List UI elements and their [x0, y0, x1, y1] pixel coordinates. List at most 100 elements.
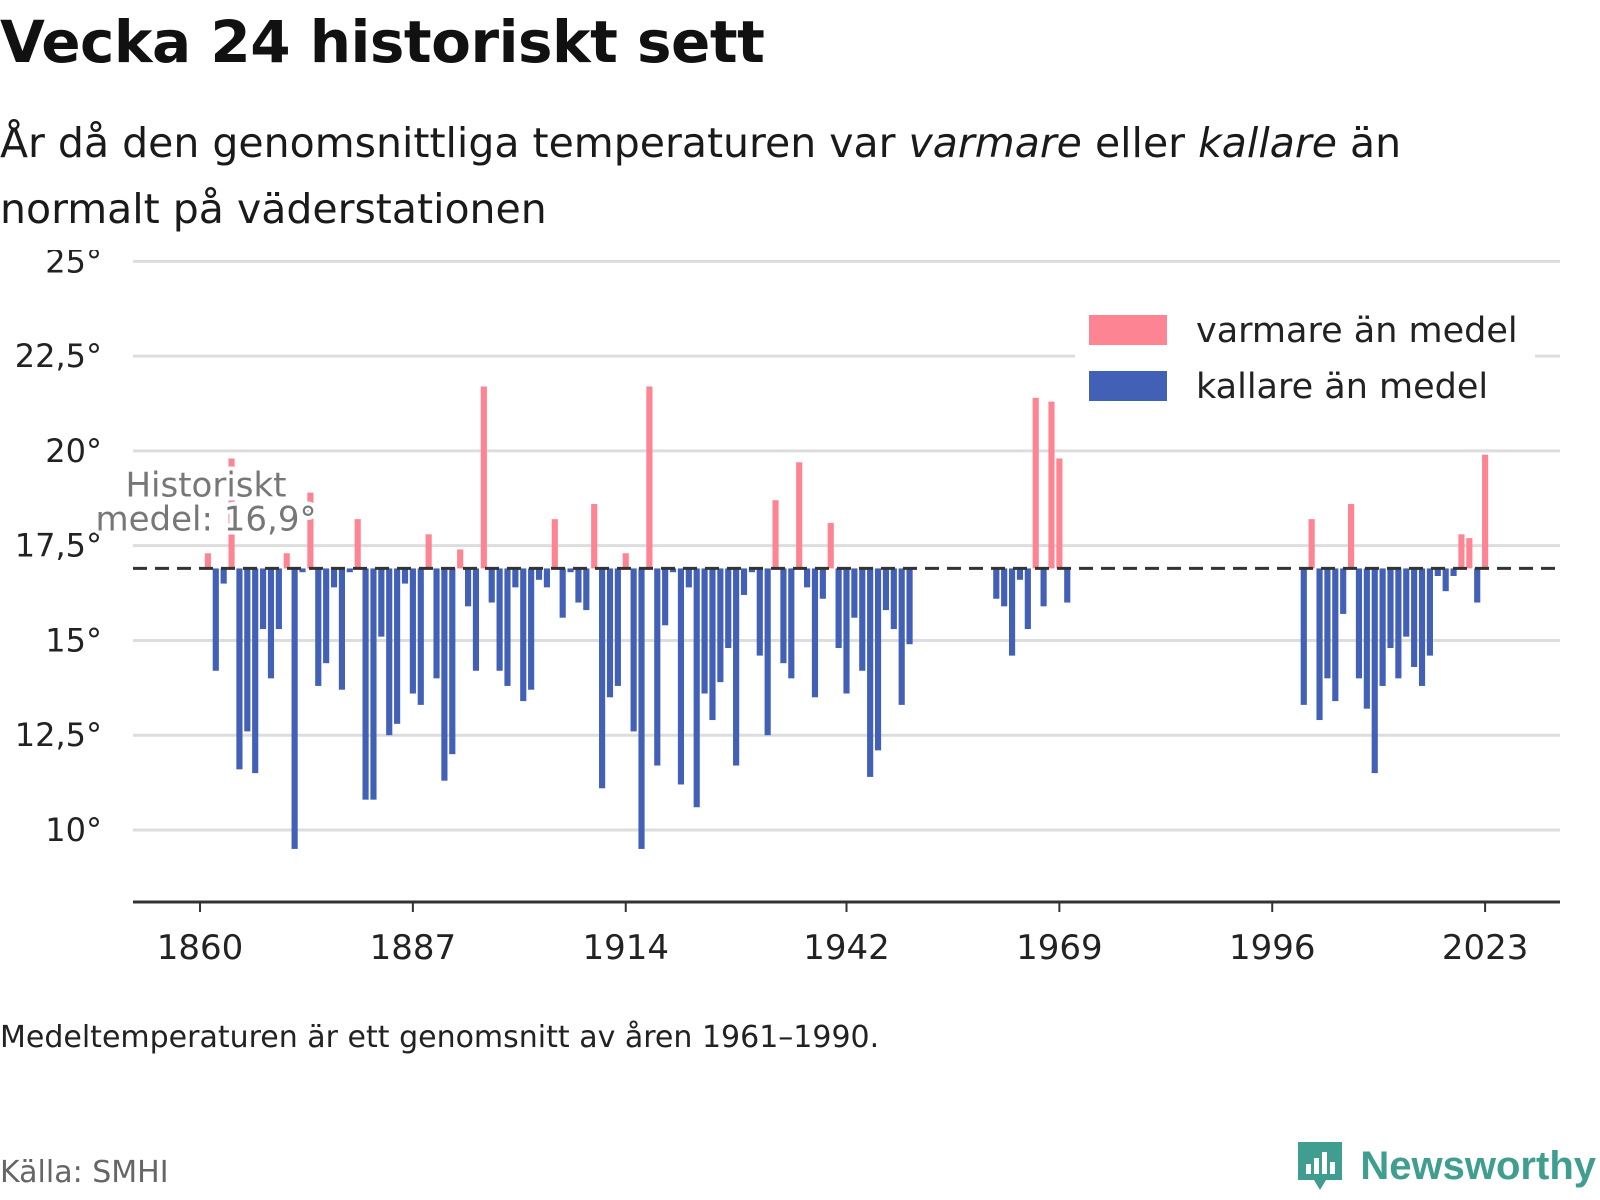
legend-label-warm: varmare än medel	[1196, 311, 1518, 351]
temperature-chart: 10°12,5°15°17,5°20°22,5°25°HistorisktHis…	[15, 250, 1560, 968]
bar-cold	[764, 568, 771, 736]
bar-cold	[693, 568, 700, 808]
bar-cold	[394, 568, 401, 724]
baseline-label: medel: 16,9°	[96, 500, 317, 540]
bar-cold	[504, 568, 511, 686]
bar-cold	[1371, 568, 1378, 774]
bar-cold	[299, 568, 306, 573]
bar-cold	[1426, 568, 1433, 656]
bar-cold	[788, 568, 795, 679]
bar-cold	[449, 568, 456, 755]
bar-cold	[606, 568, 614, 698]
bar-cold	[338, 568, 346, 690]
bar-cold	[1418, 568, 1426, 686]
bar-cold	[1064, 568, 1071, 603]
x-tick-label: 1942	[803, 928, 890, 968]
x-tick-label: 2023	[1442, 928, 1529, 968]
brand-name: Newsworthy	[1360, 1143, 1596, 1188]
bar-warm	[551, 519, 558, 569]
bar-cold	[488, 568, 495, 603]
bar-cold	[496, 568, 503, 671]
bar-cold	[220, 568, 227, 584]
bar-cold	[1403, 568, 1410, 637]
subtitle-warm-word: varmare	[908, 119, 1082, 167]
bar-cold	[559, 568, 566, 618]
bar-cold	[370, 568, 377, 800]
bar-cold	[409, 568, 416, 694]
bar-cold	[701, 568, 708, 694]
bar-cold	[535, 568, 543, 580]
bar-warm	[283, 553, 290, 569]
bar-cold	[330, 568, 338, 588]
x-tick-label: 1996	[1229, 928, 1316, 968]
bar-cold	[472, 568, 480, 671]
bar-cold	[993, 568, 1000, 599]
bar-cold	[662, 568, 669, 626]
bar-cold	[835, 568, 842, 649]
bar-cold	[867, 568, 874, 777]
bar-cold	[543, 568, 550, 588]
bar-cold	[811, 568, 819, 698]
bar-warm	[1482, 454, 1489, 569]
bar-cold	[252, 568, 259, 774]
bar-cold	[1001, 568, 1008, 607]
x-tick-label: 1887	[370, 928, 457, 968]
legend-swatch-cold	[1089, 371, 1167, 401]
bar-cold	[1008, 568, 1016, 656]
bar-cold	[346, 568, 353, 573]
legend-label-cold: kallare än medel	[1196, 367, 1488, 407]
x-tick-label: 1969	[1016, 928, 1103, 968]
bar-cold	[669, 568, 677, 573]
bar-warm	[646, 386, 653, 569]
bar-cold	[874, 568, 882, 751]
y-tick-label: 17,5°	[15, 527, 102, 565]
bar-warm	[1347, 503, 1355, 569]
bar-cold	[1040, 568, 1047, 607]
bar-cold	[528, 568, 535, 690]
legend-swatch-warm	[1089, 315, 1167, 345]
subtitle-part: eller	[1081, 119, 1199, 167]
bar-cold	[260, 568, 267, 630]
bar-cold	[1395, 568, 1402, 679]
bar-cold	[378, 568, 385, 637]
bar-cold	[780, 568, 787, 664]
bar-cold	[638, 568, 645, 849]
bar-cold	[756, 568, 763, 656]
bar-cold	[851, 568, 858, 618]
bar-cold	[1324, 568, 1331, 679]
bar-warm	[1048, 401, 1055, 569]
bar-warm	[425, 534, 432, 569]
bar-cold	[630, 568, 637, 732]
bar-cold	[859, 568, 866, 671]
subtitle-part: År då den genomsnittliga temperaturen va…	[0, 119, 909, 167]
page-title: Vecka 24 historiskt sett	[0, 8, 765, 76]
bar-warm	[354, 519, 361, 569]
bar-cold	[362, 568, 369, 800]
bar-warm	[204, 553, 211, 569]
bar-cold	[1316, 568, 1323, 721]
bar-cold	[1474, 568, 1481, 603]
bar-cold	[717, 568, 724, 683]
bar-warm	[1308, 519, 1315, 569]
bar-cold	[575, 568, 582, 603]
bar-cold	[654, 568, 661, 766]
x-tick-label: 1914	[582, 928, 669, 968]
footnote: Medeltemperaturen är ett genomsnitt av å…	[0, 1020, 880, 1055]
newsworthy-logo-icon	[1298, 1142, 1343, 1190]
bar-cold	[740, 568, 748, 595]
bar-warm	[480, 386, 487, 569]
bar-cold	[464, 568, 472, 607]
bar-cold	[267, 568, 275, 679]
bar-warm	[827, 522, 834, 569]
bar-cold	[677, 568, 685, 785]
y-tick-label: 25°	[45, 250, 102, 280]
brand-logo: Newsworthy	[1294, 1138, 1596, 1194]
y-tick-label: 12,5°	[15, 716, 102, 754]
bar-cold	[291, 568, 298, 849]
bar-cold	[843, 568, 850, 694]
bar-cold	[1024, 568, 1031, 630]
bar-warm	[591, 503, 598, 569]
bar-warm	[1466, 538, 1473, 569]
bar-cold	[433, 568, 440, 679]
bar-cold	[685, 568, 692, 588]
